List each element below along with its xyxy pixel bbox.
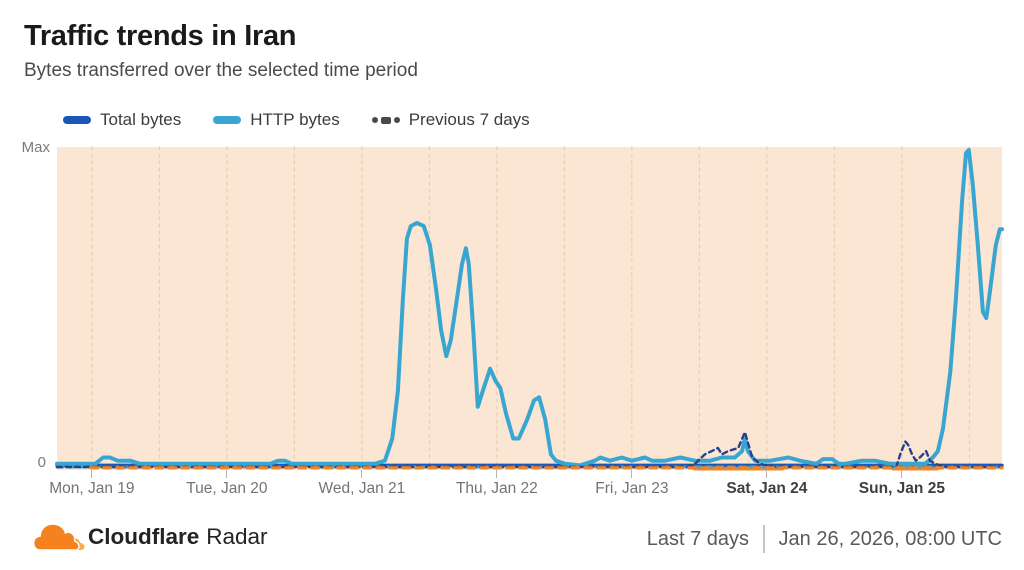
legend-label-previous-7-days: Previous 7 days [408,110,530,129]
x-axis-label: Tue, Jan 20 [186,480,268,497]
page-subtitle: Bytes transferred over the selected time… [24,60,418,81]
date-range-label: Last 7 days [646,527,750,550]
x-axis-tick [496,470,498,478]
brand-radar: Radar [206,524,268,549]
separator [763,525,765,553]
x-axis-tick [901,470,903,478]
y-axis-zero-label: 0 [37,454,46,471]
series-prev-total-bytes-line [55,430,1004,469]
x-axis-label: Wed, Jan 21 [318,480,406,497]
timestamp-label: Jan 26, 2026, 08:00 UTC [778,527,1002,550]
x-axis-label: Thu, Jan 22 [455,480,538,497]
x-axis-tick [361,470,363,478]
x-axis-label: Sat, Jan 24 [726,480,808,497]
http-bytes-line-icon [213,116,242,124]
x-axis-label: Mon, Jan 19 [49,480,135,497]
x-axis-label: Sun, Jan 25 [858,480,945,497]
traffic-chart: Max 0 Mon, Jan 19 Tue, Jan 20 Wed, Jan 21 T… [0,135,1024,505]
legend-label-http-bytes: HTTP bytes [250,110,340,129]
brand-text: Cloudflare Radar [88,524,268,550]
legend-label-total-bytes: Total bytes [100,110,182,129]
page-title: Traffic trends in Iran [24,20,297,52]
x-axis-tick [91,470,93,478]
legend-item-total-bytes[interactable]: Total bytes [63,110,181,130]
x-axis-tick [766,470,768,478]
series-http-bytes-line [55,148,1004,468]
footer: Cloudflare Radar Last 7 days Jan 26, 202… [0,508,1024,570]
dotted-line-icon [371,116,400,124]
chart-canvas [55,146,1004,471]
brand-cloudflare: Cloudflare [88,524,200,549]
legend-item-previous-7-days[interactable]: Previous 7 days [371,110,530,130]
total-bytes-line-icon [63,116,91,124]
y-axis-max-label: Max [21,139,50,156]
plot-area[interactable] [55,146,1004,471]
cloudflare-logo-icon [33,523,85,551]
legend-item-http-bytes[interactable]: HTTP bytes [213,110,340,130]
x-axis-label: Fri, Jan 23 [595,480,669,497]
footer-meta: Last 7 days Jan 26, 2026, 08:00 UTC [647,525,1002,553]
x-axis-tick [226,470,228,478]
chart-legend: Total bytes HTTP bytes Previous 7 days [63,110,530,130]
x-axis-tick [631,470,633,478]
